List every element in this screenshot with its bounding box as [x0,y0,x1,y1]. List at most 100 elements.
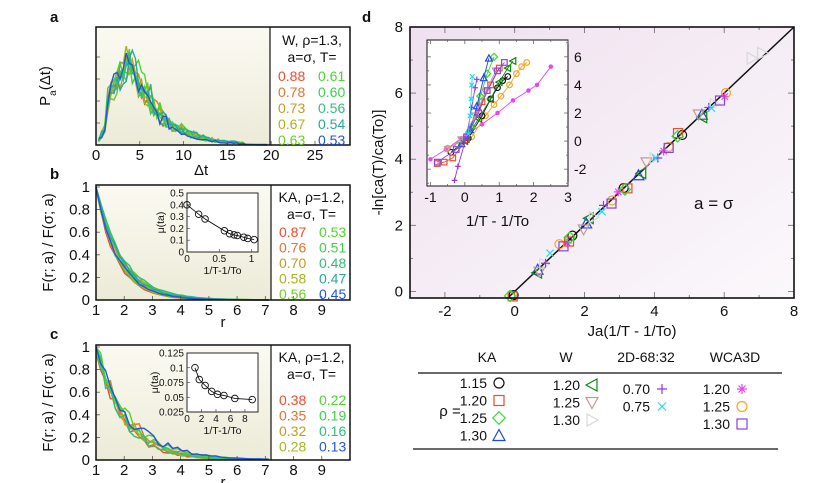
legend-entry-b: 0.45 [319,286,346,302]
x-tick-label-c: 9 [318,462,326,479]
data-marker-d [563,231,577,245]
data-marker-d [577,224,591,237]
inset-marker-d [473,114,482,123]
y-label-rest: (Δt) [37,66,54,90]
inset-marker-d [494,67,501,75]
x-axis-label-a: Δt [194,162,209,179]
inset-x-tick-label-d: 1 [495,189,503,205]
inset-y-tick-label-d: 4 [574,77,582,93]
inset-y-tick-label-c: 0.05 [165,393,185,404]
inset-y-tick-label-c: 0.025 [159,408,184,419]
legend-header-a: W, ρ=1.3, [282,32,342,48]
inset-point-c [248,395,256,404]
legend-entry-c: 0.19 [319,408,346,424]
inset-point-c [220,391,228,400]
legend-value: 1.20 [460,393,487,409]
legend-entry-b: 0.47 [319,271,346,287]
legend-entry-b: 0.51 [319,240,346,256]
inset-y-label-c: μ(ta) [149,372,161,394]
y-tick-label-d: 8 [395,19,403,36]
inset-marker-d [489,52,499,62]
inset-point-b [240,233,248,241]
legend-value: 1.25 [703,399,730,415]
inset-x-tick-label-d: 0 [461,189,469,205]
x-axis-label-b: r [221,314,226,331]
annotation-d: a = σ [694,194,734,213]
inset-marker-d [433,158,441,166]
legend-entry-a: 0.61 [318,68,345,84]
data-marker-d [634,166,647,180]
legend-entry-a: 0.60 [318,84,345,100]
y-tick-label-c: 0 [82,452,90,469]
data-marker-d [695,108,709,120]
legend-marker-triangle-down-icon [584,396,600,410]
legend-value: 1.25 [460,410,487,426]
legend-entry-a: 0.88 [278,68,305,84]
panel-label-a: a [50,9,59,26]
inset-x-tick-label-b: 0 [184,254,190,265]
inset-marker-d [475,109,482,117]
legend-marker-star-icon [737,384,747,394]
y-tick-label-d: 0 [395,283,403,300]
y-tick-label-b: 0.6 [69,224,90,241]
inset-y-tick-label-c: 0.125 [159,349,184,360]
inset-marker-d [479,73,489,82]
x-tick-label-d: 8 [790,303,798,320]
series-line-c-T0.13 [95,346,269,460]
legend-entry-a: 0.54 [318,116,345,132]
data-marker-d [562,238,572,248]
x-tick-label-b: 7 [261,302,269,319]
x-tick-label-c: 5 [205,462,213,479]
legend-entry-a: 0.67 [278,116,305,132]
legend-entry-b: 0.70 [279,255,306,271]
inset-y-tick-label-b: 0.4 [170,200,184,211]
inset-marker-d [455,163,461,170]
data-marker-d [663,142,674,154]
legend-marker-triangle-left-icon [584,377,598,393]
inset-x-tick-label-b: 1 [249,254,255,265]
legend-entry-a: 0.63 [278,132,305,148]
x-tick-label-c: 2 [120,462,128,479]
inset-marker-d [490,101,498,108]
legend-value: 1.15 [460,375,487,391]
inset-x-tick-label-d: 2 [530,189,538,205]
x-tick-label-a: 15 [219,147,236,164]
inset-marker-d [472,101,482,110]
inset-marker-d [465,131,471,137]
inset-marker-d [500,59,508,66]
inset-marker-d [428,157,433,162]
legend-entry-c: 0.35 [279,408,306,424]
inset-marker-d [508,56,517,66]
inset-marker-d [486,94,495,104]
data-marker-d [582,211,594,225]
legend-entry-b: 0.87 [279,224,306,240]
frame-d [409,26,795,299]
inset-y-tick-label-b: 0 [178,248,184,259]
legend-table: ρ =KA1.151.201.251.30W1.201.251.302D-68:… [413,349,782,450]
inset-marker-d [506,81,513,89]
inset-marker-d [457,139,466,148]
legend-marker-circle-icon [736,400,748,413]
x-axis-label-c: r [221,474,226,483]
inset-marker-d [494,77,503,87]
inset-point-c [195,375,204,384]
panel-label-c: c [50,326,58,343]
y-axis-label-a: Pa(Δt) [37,66,59,106]
inset-y-tick-label-b: 0.2 [170,224,184,235]
y-label-main: P [37,96,54,106]
legend-entry-a: 0.56 [318,100,345,116]
data-marker-d [649,151,662,165]
inset-marker-d [495,110,500,116]
inset-y-tick-label-c: 0.075 [159,378,184,389]
y-tick-label-c: 0.8 [69,362,90,379]
data-marker-d [756,46,770,61]
x-tick-label-c: 8 [289,462,297,479]
inset-x-tick-label-c: 4 [213,414,219,425]
x-tick-label-c: 6 [233,462,241,479]
inset-y-tick-label-b: 0.1 [170,236,184,247]
legend-entry-b: 0.53 [319,224,346,240]
inset-marker-d [472,84,478,91]
inset-marker-d [534,82,540,88]
x-tick-label-b: 1 [92,302,100,319]
y-tick-label-b: 0.8 [69,202,90,219]
